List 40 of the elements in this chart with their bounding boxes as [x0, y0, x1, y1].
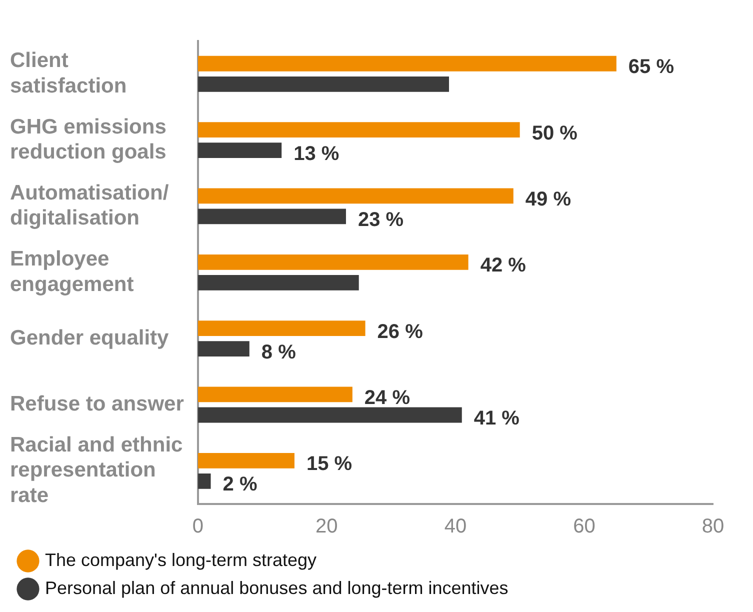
- y-tick-label: Client satisfaction: [10, 49, 127, 98]
- data-label: 50 %: [532, 122, 578, 144]
- bar: [198, 386, 352, 402]
- data-label: 42 %: [480, 254, 526, 277]
- bar: [198, 320, 366, 336]
- bar: [198, 76, 450, 92]
- bar: [198, 254, 468, 270]
- bar: [198, 188, 514, 204]
- data-label: 8 %: [261, 341, 296, 364]
- y-tick-label: Refuse to answer: [10, 392, 184, 416]
- data-label: 15 %: [306, 453, 352, 476]
- data-label: 49 %: [525, 188, 572, 210]
- data-label: 2 %: [222, 474, 258, 496]
- bar: [198, 341, 250, 357]
- bar: [198, 452, 294, 468]
- data-label: 65 %: [628, 56, 674, 78]
- bar: [198, 407, 462, 423]
- y-tick-label: Gender equality: [10, 326, 170, 350]
- x-tick-label: 0: [192, 516, 204, 538]
- y-tick-label: Automatisation/ digitalisation: [10, 181, 169, 230]
- y-tick-label: GHG emissions reduction goals: [10, 115, 166, 164]
- x-tick-label: 80: [702, 516, 724, 538]
- bar: [198, 56, 616, 72]
- legend-label: Personal plan of annual bonuses and long-term incentives: [45, 578, 508, 598]
- data-label: 13 %: [294, 142, 340, 165]
- bar: [198, 473, 211, 489]
- bar: [198, 208, 346, 224]
- data-label: 24 %: [364, 387, 410, 409]
- y-tick-label: Employee engagement: [10, 248, 134, 296]
- legend-label: The company's long-term strategy: [45, 550, 317, 570]
- x-tick-label: 20: [316, 516, 338, 538]
- bar: [198, 274, 359, 290]
- data-label: 26 %: [377, 320, 424, 343]
- y-tick-label: Racial and ethnic representation rate: [10, 434, 184, 507]
- data-label: 41 %: [474, 408, 520, 430]
- bar: [198, 122, 520, 138]
- x-tick-label: 60: [573, 516, 596, 538]
- bar: [198, 142, 282, 158]
- data-label: 23 %: [358, 209, 404, 231]
- x-tick-label: 40: [444, 516, 467, 538]
